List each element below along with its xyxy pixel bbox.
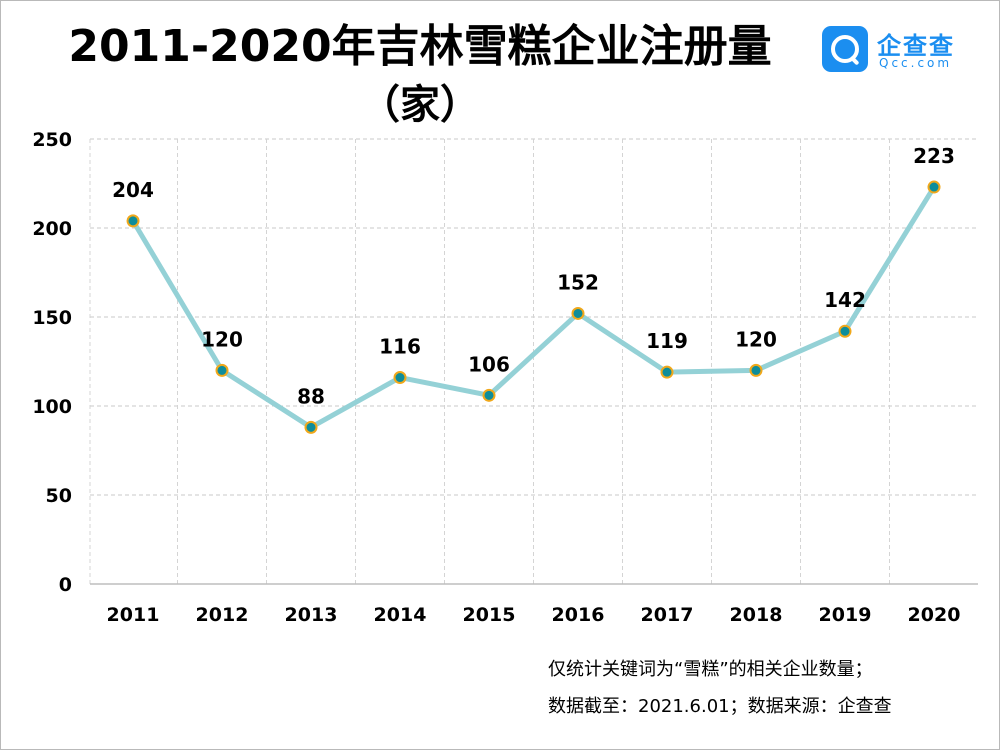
data-point — [660, 365, 674, 379]
x-tick-label: 2020 — [908, 604, 961, 626]
data-point — [749, 363, 763, 377]
y-tick-label: 150 — [32, 307, 72, 329]
data-point — [571, 306, 585, 320]
footnote-source: 数据截至：2021.6.01；数据来源：企查查 — [548, 696, 892, 717]
x-tick-label: 2015 — [463, 604, 516, 626]
data-label: 116 — [379, 335, 421, 359]
chart-title: 2011-2020年吉林雪糕企业注册量 （家） — [40, 18, 800, 134]
x-tick-label: 2012 — [196, 604, 249, 626]
data-label: 152 — [557, 270, 599, 294]
data-label: 119 — [646, 329, 688, 353]
data-label: 223 — [913, 144, 955, 168]
data-point — [838, 324, 852, 338]
title-line-2: （家） — [360, 82, 480, 128]
data-label: 88 — [297, 384, 325, 408]
y-tick-label: 250 — [32, 129, 72, 151]
data-point — [215, 363, 229, 377]
data-point — [482, 388, 496, 402]
x-tick-label: 2019 — [819, 604, 872, 626]
y-tick-label: 200 — [32, 218, 72, 240]
y-tick-label: 50 — [46, 485, 72, 507]
series-line — [130, 184, 937, 430]
data-label: 142 — [824, 288, 866, 312]
footnote-scope: 仅统计关键词为“雪糕”的相关企业数量； — [548, 659, 873, 680]
data-label: 106 — [468, 352, 510, 376]
y-tick-label: 0 — [59, 574, 72, 596]
x-tick-label: 2017 — [641, 604, 694, 626]
data-label: 120 — [201, 327, 243, 351]
qcc-logo: 企查查 Qcc.com — [822, 26, 977, 72]
y-tick-label: 100 — [32, 396, 72, 418]
logo-name: 企查查 — [877, 32, 955, 60]
data-point — [126, 214, 140, 228]
data-point — [304, 420, 318, 434]
x-tick-label: 2014 — [374, 604, 427, 626]
qcc-magnifier-icon — [822, 26, 868, 72]
x-tick-label: 2013 — [285, 604, 338, 626]
x-tick-label: 2011 — [107, 604, 160, 626]
x-tick-label: 2018 — [730, 604, 783, 626]
data-point — [393, 371, 407, 385]
data-label: 204 — [112, 178, 154, 202]
data-label: 120 — [735, 327, 777, 351]
title-line-1: 2011-2020年吉林雪糕企业注册量 — [68, 21, 772, 72]
x-tick-label: 2016 — [552, 604, 605, 626]
logo-subtitle: Qcc.com — [879, 56, 953, 70]
data-point — [927, 180, 941, 194]
